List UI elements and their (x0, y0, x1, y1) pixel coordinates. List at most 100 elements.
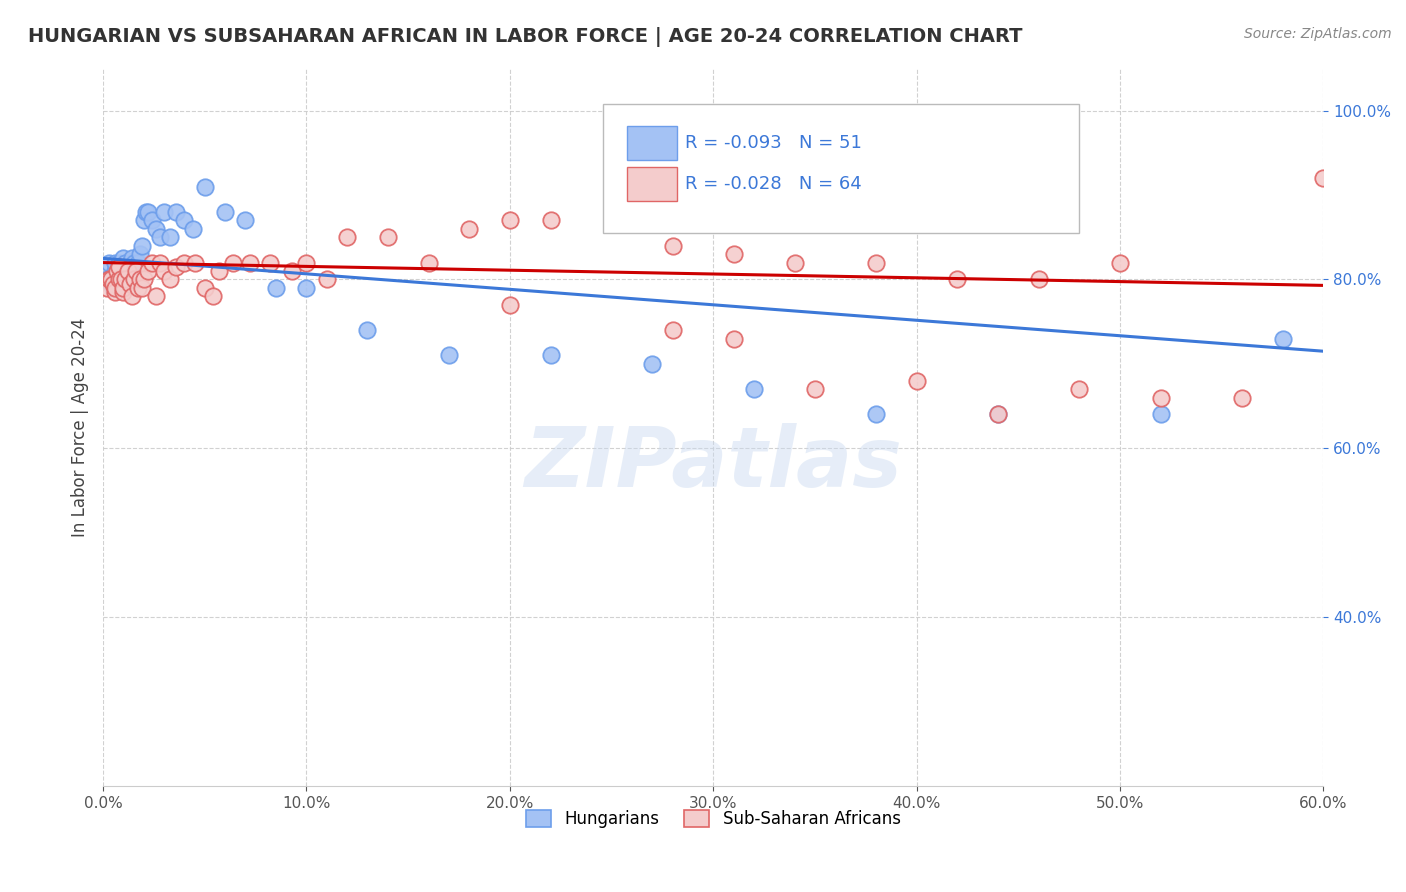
Text: R = -0.028   N = 64: R = -0.028 N = 64 (685, 175, 862, 193)
Point (208, 264, 231, 278)
Point (114, 264, 136, 278)
Point (742, 382, 765, 396)
Point (104, 285, 127, 300)
Point (117, 260, 139, 274)
Point (336, 230, 359, 244)
Y-axis label: In Labor Force | Age 20-24: In Labor Force | Age 20-24 (72, 318, 89, 537)
Point (117, 272, 139, 286)
Point (108, 272, 131, 286)
Point (100, 277, 122, 291)
Point (201, 289, 224, 303)
Point (104, 264, 127, 278)
Point (165, 260, 187, 274)
Point (122, 264, 145, 278)
Point (540, 348, 562, 362)
Point (295, 281, 318, 295)
Point (865, 408, 887, 422)
Point (159, 272, 181, 286)
Point (112, 285, 135, 300)
Point (165, 205, 187, 219)
Point (127, 281, 149, 295)
Point (865, 255, 887, 269)
Point (128, 247, 150, 261)
Point (121, 252, 143, 266)
Point (122, 255, 145, 269)
Point (661, 238, 683, 252)
Point (458, 222, 481, 236)
Point (103, 281, 125, 295)
Point (987, 408, 1010, 422)
Point (315, 272, 337, 286)
Point (145, 289, 167, 303)
Point (641, 357, 664, 371)
Point (96, 272, 118, 286)
Point (723, 332, 745, 346)
Point (214, 205, 236, 219)
Point (905, 374, 928, 388)
Point (238, 255, 260, 269)
Point (105, 264, 128, 278)
Point (136, 205, 159, 219)
Point (121, 289, 143, 303)
Point (1028, 272, 1050, 286)
Point (1149, 391, 1171, 405)
Point (1312, 171, 1334, 186)
Point (118, 277, 141, 291)
Text: R = -0.093   N = 51: R = -0.093 N = 51 (685, 134, 862, 153)
Point (1271, 332, 1294, 346)
Point (145, 222, 167, 236)
Point (127, 255, 149, 269)
Text: HUNGARIAN VS SUBSAHARAN AFRICAN IN LABOR FORCE | AGE 20-24 CORRELATION CHART: HUNGARIAN VS SUBSAHARAN AFRICAN IN LABOR… (28, 27, 1022, 46)
Point (124, 260, 146, 274)
Point (98, 272, 121, 286)
Point (295, 255, 318, 269)
Point (104, 255, 127, 269)
Point (149, 230, 172, 244)
Point (117, 264, 139, 278)
Point (105, 272, 128, 286)
Point (141, 213, 163, 227)
Point (149, 255, 172, 269)
Point (1069, 382, 1091, 396)
Point (108, 264, 131, 278)
Point (723, 247, 745, 261)
Point (804, 382, 827, 396)
Point (131, 238, 153, 252)
Point (118, 255, 141, 269)
FancyBboxPatch shape (603, 104, 1080, 234)
Point (377, 230, 399, 244)
Point (499, 213, 522, 227)
Point (96, 281, 118, 295)
Point (112, 272, 135, 286)
Point (124, 264, 146, 278)
Point (114, 255, 136, 269)
Text: Source: ZipAtlas.com: Source: ZipAtlas.com (1244, 27, 1392, 41)
Text: ZIPatlas: ZIPatlas (524, 423, 903, 503)
Point (783, 255, 806, 269)
Point (105, 277, 128, 291)
Point (110, 260, 132, 274)
Point (600, 196, 623, 211)
Point (222, 255, 245, 269)
Legend: Hungarians, Sub-Saharan Africans: Hungarians, Sub-Saharan Africans (519, 804, 907, 835)
Point (356, 323, 378, 337)
Point (418, 255, 440, 269)
Point (128, 272, 150, 286)
Point (110, 272, 132, 286)
Point (181, 222, 204, 236)
Point (264, 281, 287, 295)
Point (159, 230, 181, 244)
Point (114, 272, 136, 286)
Point (122, 272, 145, 286)
Point (194, 281, 217, 295)
Point (108, 260, 131, 274)
FancyBboxPatch shape (627, 167, 676, 202)
Point (173, 213, 195, 227)
Point (499, 298, 522, 312)
Point (153, 264, 176, 278)
Point (108, 255, 131, 269)
Point (153, 205, 176, 219)
Point (118, 264, 141, 278)
Point (112, 281, 135, 295)
Point (1230, 391, 1253, 405)
